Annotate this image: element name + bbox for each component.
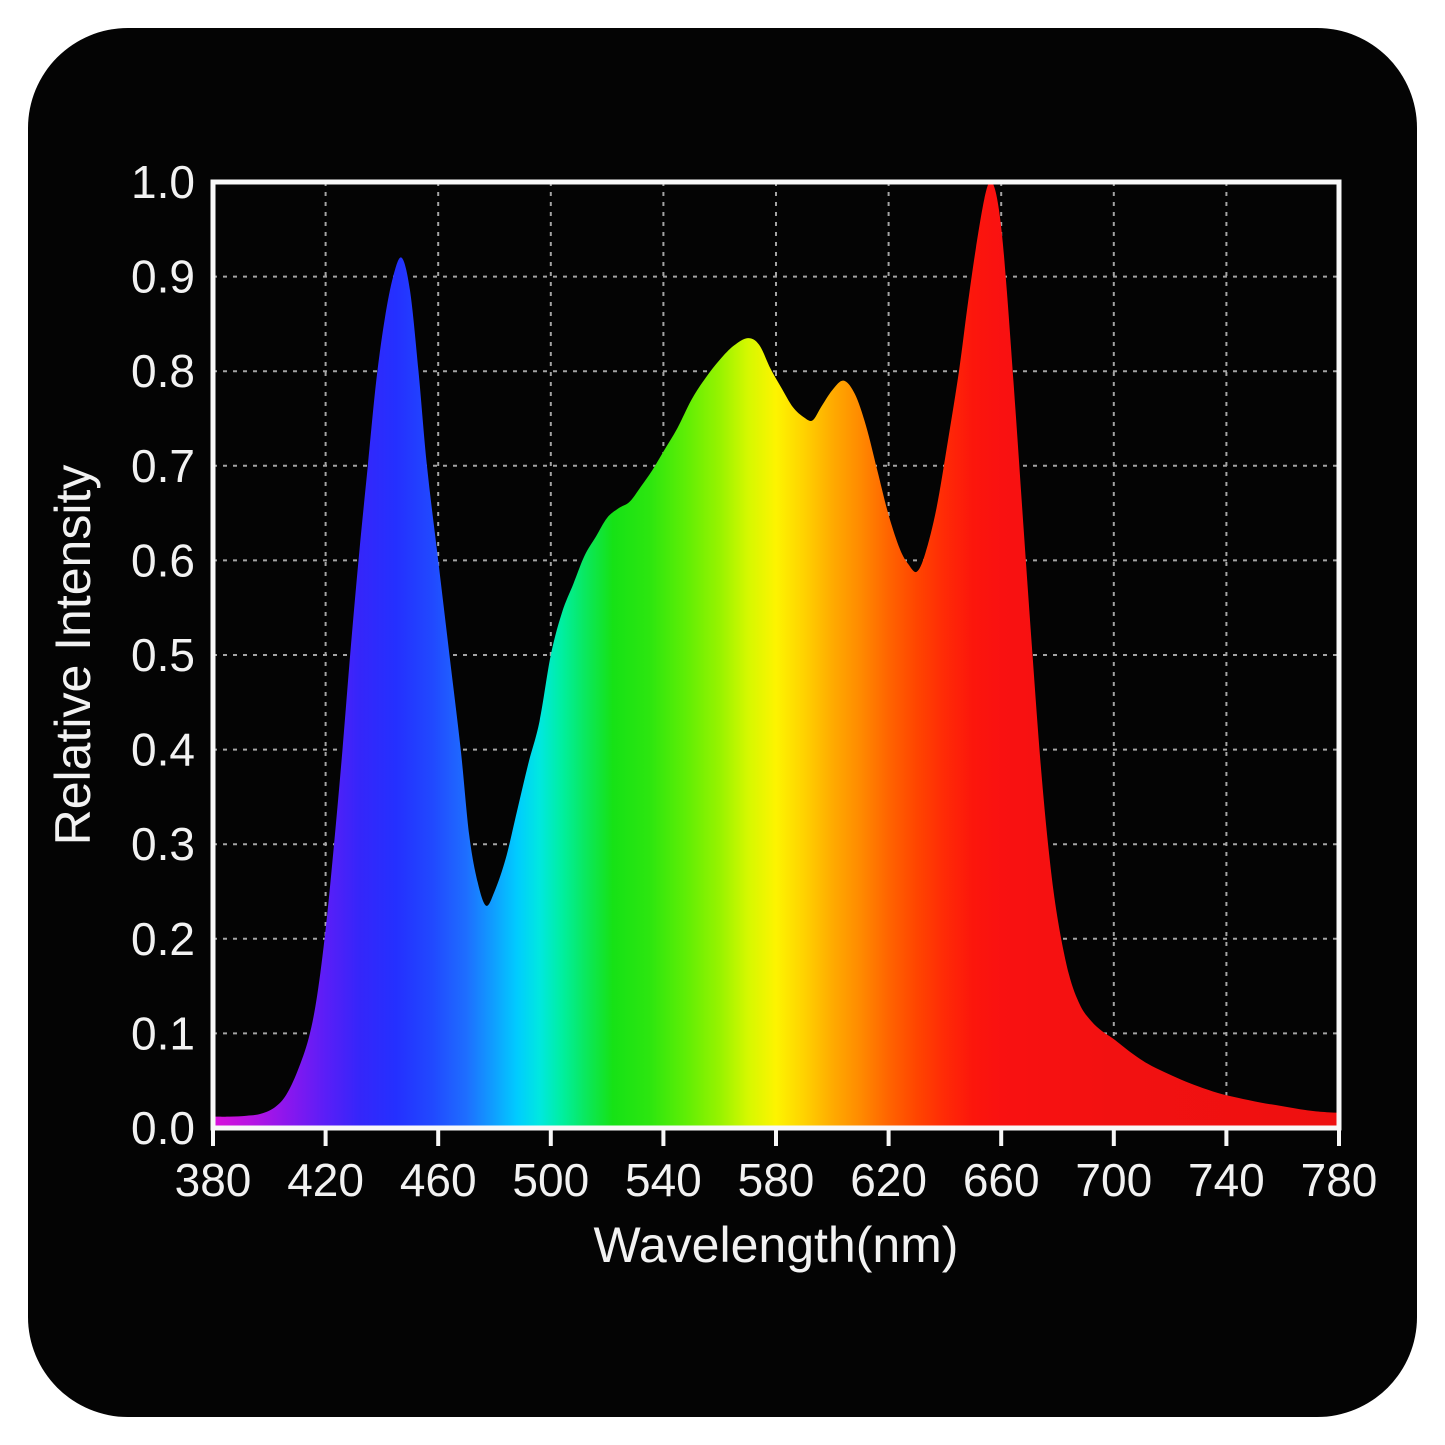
y-tick-label-0.0: 0.0 (131, 1102, 195, 1154)
spectrum-area (213, 182, 1339, 1128)
y-tick-label-0.3: 0.3 (131, 818, 195, 870)
x-axis-title: Wavelength(nm) (594, 1217, 959, 1273)
y-tick-label-1.0: 1.0 (131, 156, 195, 208)
x-tick-label-740: 740 (1188, 1154, 1265, 1206)
x-tick-label-420: 420 (287, 1154, 364, 1206)
y-tick-label-0.7: 0.7 (131, 440, 195, 492)
y-tick-label-0.4: 0.4 (131, 724, 195, 776)
y-tick-label-0.9: 0.9 (131, 251, 195, 303)
y-tick-label-0.6: 0.6 (131, 534, 195, 586)
x-tick-label-660: 660 (963, 1154, 1040, 1206)
x-tick-label-780: 780 (1301, 1154, 1378, 1206)
y-tick-label-0.8: 0.8 (131, 345, 195, 397)
x-tick-label-380: 380 (175, 1154, 252, 1206)
y-axis-title: Relative Intensity (45, 465, 101, 846)
y-tick-label-0.2: 0.2 (131, 913, 195, 965)
y-tick-label-0.5: 0.5 (131, 629, 195, 681)
x-tick-label-500: 500 (512, 1154, 589, 1206)
x-tick-label-580: 580 (738, 1154, 815, 1206)
plot-area: 380 420 460 500 540 580 620 660 700 740 780 0.0 0.1 0… (131, 156, 1377, 1206)
y-tick-label-0.1: 0.1 (131, 1007, 195, 1059)
x-tick-label-700: 700 (1075, 1154, 1152, 1206)
x-tick-label-620: 620 (850, 1154, 927, 1206)
x-tick-label-540: 540 (625, 1154, 702, 1206)
x-tick-label-460: 460 (400, 1154, 477, 1206)
